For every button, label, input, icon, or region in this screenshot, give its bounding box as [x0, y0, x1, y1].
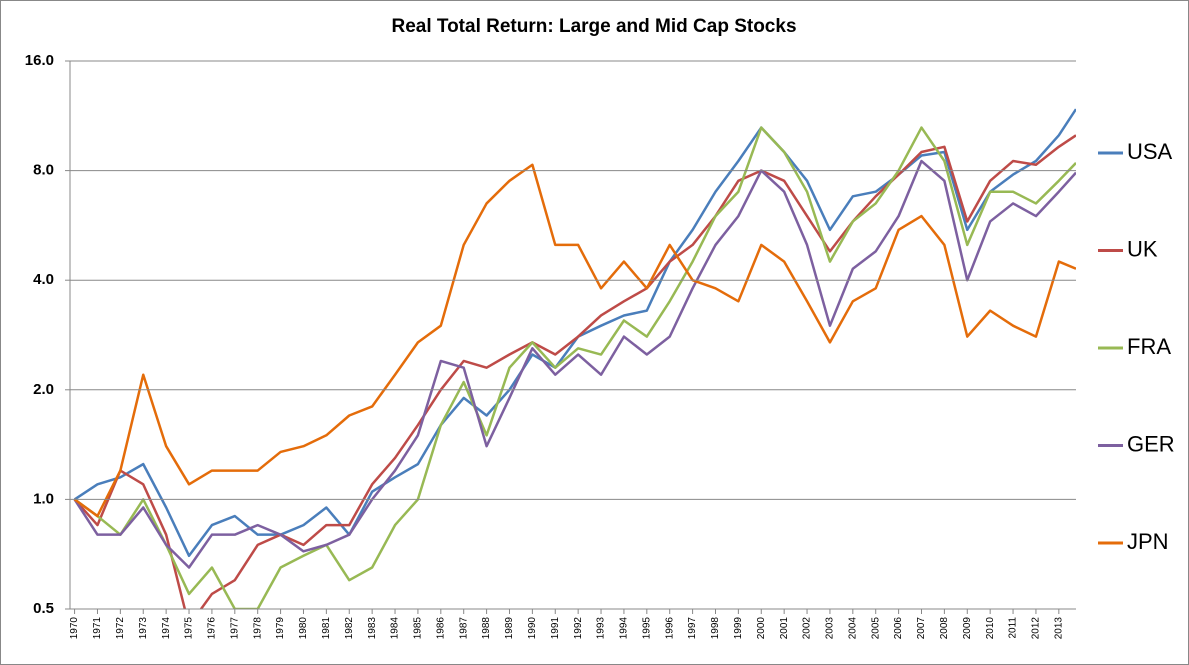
x-tick-label: 1996	[664, 617, 675, 640]
x-tick-label: 1971	[92, 617, 103, 640]
x-tick-label: 1977	[229, 617, 240, 640]
x-tick-label: 2007	[916, 617, 927, 640]
x-tick-label: 2002	[802, 617, 813, 640]
legend-label: GER	[1127, 431, 1175, 456]
series-line	[73, 134, 1076, 609]
plot-area	[73, 108, 1076, 609]
x-tick-label: 1973	[138, 617, 149, 640]
x-tick-label: 1983	[367, 617, 378, 640]
x-tick-label: 2012	[1031, 617, 1042, 640]
x-tick-label: 1999	[733, 617, 744, 640]
x-tick-label: 1974	[161, 617, 172, 640]
x-tick-label: 1980	[298, 617, 309, 640]
series-line	[73, 159, 1076, 569]
x-tick-label: 1987	[458, 617, 469, 640]
x-tick-label: 1998	[710, 617, 721, 640]
x-tick-label: 1995	[641, 617, 652, 640]
x-tick-label: 2001	[779, 617, 790, 640]
x-tick-label: 2011	[1008, 617, 1019, 639]
x-tick-label: 2003	[825, 617, 836, 640]
x-tick-label: 1976	[207, 617, 218, 640]
y-tick-label: 1.0	[33, 490, 54, 507]
legend-label: UK	[1127, 236, 1158, 261]
x-tick-label: 2010	[985, 617, 996, 640]
x-tick-label: 1970	[69, 617, 80, 640]
y-tick-label: 0.5	[33, 600, 54, 617]
x-tick-label: 2013	[1053, 617, 1064, 640]
legend-label: FRA	[1127, 334, 1171, 359]
x-tick-label: 1972	[115, 617, 126, 640]
x-tick-label: 1988	[481, 617, 492, 640]
x-tick-label: 1991	[550, 617, 561, 640]
legend-label: USA	[1127, 139, 1173, 164]
y-tick-label: 16.0	[25, 52, 54, 69]
x-tick-label: 2008	[939, 617, 950, 640]
x-tick-label: 1985	[413, 617, 424, 640]
x-tick-label: 1981	[321, 617, 332, 640]
x-tick-label: 1978	[252, 617, 263, 640]
legend-label: JPN	[1127, 529, 1169, 554]
series-line	[73, 163, 1076, 518]
x-tick-label: 1975	[184, 617, 195, 640]
x-tick-label: 1993	[596, 617, 607, 640]
x-tick-label: 1982	[344, 617, 355, 640]
x-tick-label: 2006	[893, 617, 904, 640]
x-tick-label: 2004	[847, 617, 858, 640]
x-tick-label: 1990	[527, 617, 538, 640]
series-line	[73, 126, 1076, 609]
x-tick-label: 1992	[573, 617, 584, 640]
x-tick-label: 1986	[435, 617, 446, 640]
x-tick-label: 2009	[962, 617, 973, 640]
x-tick-label: 1994	[619, 617, 630, 640]
x-tick-label: 1984	[390, 617, 401, 640]
y-tick-label: 4.0	[33, 271, 54, 288]
chart-title: Real Total Return: Large and Mid Cap Sto…	[391, 16, 796, 37]
x-tick-label: 2005	[870, 617, 881, 640]
x-tick-label: 1979	[275, 617, 286, 640]
x-tick-label: 1997	[687, 617, 698, 640]
y-tick-label: 8.0	[33, 162, 54, 179]
y-tick-label: 2.0	[33, 381, 54, 398]
x-tick-label: 2000	[756, 617, 767, 640]
x-tick-label: 1989	[504, 617, 515, 640]
